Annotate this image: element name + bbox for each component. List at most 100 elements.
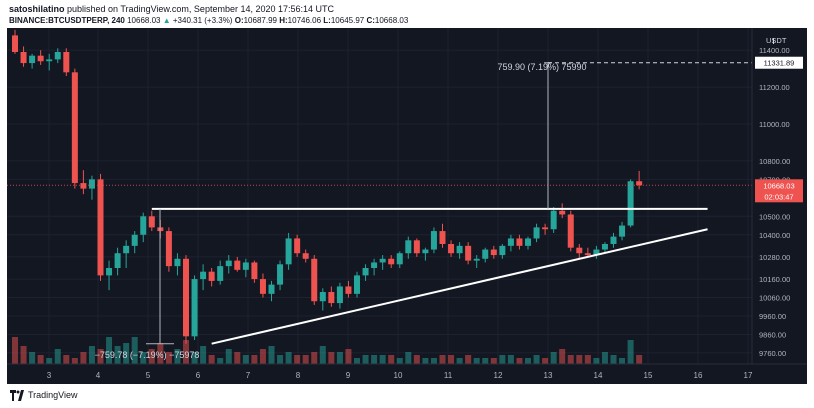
volume-bar xyxy=(165,352,172,364)
volume-bar xyxy=(131,337,138,364)
price-tick-label: 9760.00 xyxy=(759,349,786,358)
volume-bar xyxy=(610,355,617,364)
price-tick-label: 10800.00 xyxy=(759,157,790,166)
volume-bar xyxy=(576,355,583,364)
candle-body xyxy=(131,234,138,246)
volume-bar xyxy=(396,358,403,364)
volume-bar xyxy=(430,358,437,364)
volume-bar xyxy=(114,346,121,364)
candle-body xyxy=(20,52,27,64)
volume-bar xyxy=(123,343,130,364)
time-tick-label: 15 xyxy=(644,371,653,380)
candle-body xyxy=(584,253,591,256)
volume-bar xyxy=(234,352,241,364)
volume-bar xyxy=(413,355,420,364)
candle-body xyxy=(490,249,497,256)
volume-bar xyxy=(157,343,164,364)
candle-body xyxy=(542,227,549,230)
candle-body xyxy=(371,262,378,268)
time-tick-label: 16 xyxy=(694,371,703,380)
volume-bar xyxy=(191,352,198,364)
volume-bar xyxy=(302,355,309,364)
candle-body xyxy=(559,210,566,215)
candle-body xyxy=(567,214,574,248)
candle-body xyxy=(610,236,617,244)
volume-bar xyxy=(482,358,489,364)
volume-bar xyxy=(80,352,87,364)
candle-body xyxy=(516,238,523,246)
volume-bar xyxy=(54,349,61,364)
candle-body xyxy=(88,179,95,189)
volume-bar xyxy=(311,352,318,364)
candle-body xyxy=(114,253,121,268)
bottom-measure-label: −759.78 (−7.19%) −75978 xyxy=(95,350,200,360)
candle-body xyxy=(627,181,634,226)
candle-body xyxy=(593,249,600,256)
target-price-tag-label: 11331.89 xyxy=(764,59,795,68)
candle-body xyxy=(46,59,53,62)
candle-body xyxy=(619,225,626,237)
candle-body xyxy=(242,262,249,270)
volume-bar xyxy=(20,346,27,364)
candle-body xyxy=(268,284,275,294)
volume-bar xyxy=(542,358,549,364)
candle-body xyxy=(174,258,181,267)
volume-bar xyxy=(499,355,506,364)
volume-bar xyxy=(71,358,78,364)
candle-body xyxy=(12,35,18,52)
candle-body xyxy=(311,258,318,302)
candle-body xyxy=(37,55,44,62)
price-tick-label: 9960.00 xyxy=(759,312,786,321)
candle-body xyxy=(319,292,326,302)
price-tick-label: 11000.00 xyxy=(759,120,790,129)
candle-body xyxy=(430,231,437,250)
volume-bar xyxy=(439,355,446,364)
author-name[interactable]: satoshilatino xyxy=(9,4,65,14)
candle-body xyxy=(80,183,87,189)
current-price-tag-label: 10668.03 xyxy=(763,181,794,190)
volume-bar xyxy=(37,355,44,364)
symbol-label: BINANCE:BTCUSDTPERP, 240 xyxy=(9,16,125,25)
publish-line: satoshilatino published on TradingView.c… xyxy=(9,4,334,14)
ascending-trendline xyxy=(211,228,708,345)
currency-label: USDT xyxy=(766,36,787,45)
candle-body xyxy=(473,258,480,261)
candle-body xyxy=(165,231,172,267)
volume-bar xyxy=(174,349,181,364)
volume-bar xyxy=(200,346,207,364)
candle-body xyxy=(97,179,104,276)
candle-body xyxy=(183,258,189,337)
footer: TradingView xyxy=(0,384,814,408)
candle-body xyxy=(63,52,70,73)
ohlc-line: BINANCE:BTCUSDTPERP, 240 10668.03 ▲ +340… xyxy=(9,16,408,25)
time-tick-label: 17 xyxy=(744,371,753,380)
price-tick-label: 10160.00 xyxy=(759,275,790,284)
volume-bar xyxy=(593,358,600,364)
close-label: C: xyxy=(366,16,375,25)
volume-bar xyxy=(601,352,608,364)
volume-bar xyxy=(627,340,634,364)
volume-bar xyxy=(379,355,386,364)
candle-body xyxy=(148,216,155,228)
candle-body xyxy=(422,249,429,254)
volume-bar xyxy=(319,346,326,364)
time-tick-label: 13 xyxy=(544,371,553,380)
chart-area[interactable]: 759.90 (7.19%) 75990 −759.78 (−7.19%) −75… xyxy=(7,28,807,384)
candle-body xyxy=(277,264,284,285)
candle-body xyxy=(328,292,335,304)
low-value: 10645.97 xyxy=(330,16,365,25)
tradingview-brand[interactable]: TradingView xyxy=(28,390,78,400)
volume-bar xyxy=(525,358,531,364)
price-tick-label: 10500.00 xyxy=(759,212,790,221)
volume-bar xyxy=(490,358,497,364)
volume-bar xyxy=(63,355,70,364)
candle-body xyxy=(396,253,403,265)
currency-divider xyxy=(773,38,774,44)
candle-body xyxy=(405,240,412,254)
candle-body xyxy=(482,249,489,259)
volume-bar xyxy=(371,355,378,364)
candle-body xyxy=(439,231,446,244)
last-price: 10668.03 xyxy=(127,16,161,25)
price-chart[interactable]: 759.90 (7.19%) 75990 −759.78 (−7.19%) −75… xyxy=(7,28,807,384)
